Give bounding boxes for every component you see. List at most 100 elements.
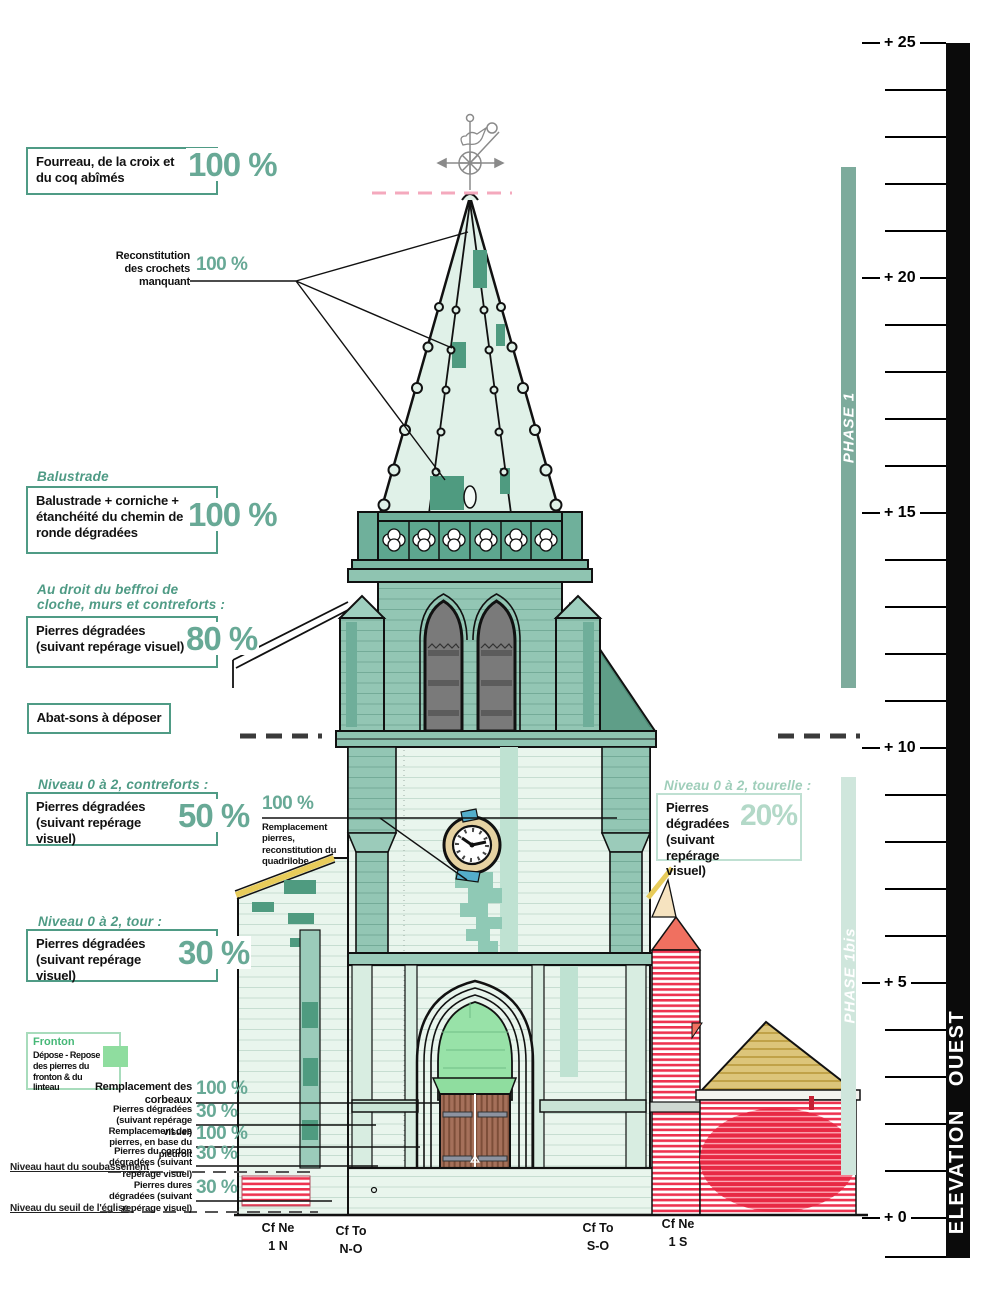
callout-beffroi-heading: Au droit du beffroi de cloche, murs et c… <box>37 582 226 612</box>
callout-fronton-text: Dépose - Repose des pierres du fronton &… <box>33 1050 101 1093</box>
spire-window <box>463 485 477 509</box>
quatrefoils <box>382 528 558 552</box>
callout-tourelle: Pierres dégradées (suivant repérage visu… <box>656 793 802 878</box>
footnote-pierres-dures-value: 30 % <box>196 1177 238 1198</box>
footnote-cordon-text: Pierres du cordon dégradées (suivant rep… <box>109 1146 192 1180</box>
tick-label-10: + 10 <box>880 739 920 757</box>
callout-beffroi-value: 80 % <box>184 620 260 657</box>
abat-sons-louvers <box>427 643 513 716</box>
spire-crockets <box>377 302 563 512</box>
callout-crochets-value: 100 % <box>196 254 248 275</box>
callout-balustrade-text: Balustrade + corniche + étanchéité du ch… <box>36 493 184 540</box>
footer-ref-no-line2: N-O <box>339 1242 363 1257</box>
footnote-piedroit-value: 100 % <box>196 1123 248 1144</box>
callout-balustrade-value: 100 % <box>186 496 279 533</box>
phase1bis-bar <box>841 777 856 1175</box>
flashing-yellow <box>234 855 336 898</box>
footnote-corbeaux-value: 100 % <box>196 1078 248 1099</box>
footnote-cordon-value: 30 % <box>196 1143 238 1164</box>
callout-fronton-heading: Fronton <box>33 1036 75 1048</box>
callout-quadrilobe-text: Remplacement pierres, reconstitution du … <box>262 822 337 868</box>
quadrilobe-patch-bottom <box>455 869 481 883</box>
footer-ref-no-line1: Cf To <box>335 1224 367 1238</box>
chapel-damage-blob <box>700 1108 856 1212</box>
callout-contreforts-value: 50 % <box>176 797 252 834</box>
phase1-bar <box>841 167 856 688</box>
footer-ref-1n: Cf Ne 1 N <box>256 1219 300 1255</box>
level-seuil: Niveau du seuil de l'église <box>10 1203 129 1214</box>
tick-dash <box>862 982 880 984</box>
stair-turret <box>646 866 703 1216</box>
footer-ref-so: Cf To S-O <box>576 1219 620 1255</box>
soubassement <box>308 1166 662 1217</box>
tick-label-25: + 25 <box>880 34 920 52</box>
footnote-corbeaux-text: Remplacement des corbeaux <box>94 1081 192 1107</box>
footer-ref-no: Cf To N-O <box>329 1222 373 1258</box>
scale-minor-ticks <box>885 42 946 1219</box>
belfry <box>337 581 603 733</box>
tick-dash <box>862 277 880 279</box>
footer-ref-1s: Cf Ne 1 S <box>656 1215 700 1251</box>
spire-damage-patches <box>430 250 510 510</box>
turret-wall <box>651 949 701 1216</box>
string-course <box>341 952 657 966</box>
tower-buttress-left <box>346 746 398 954</box>
clock <box>442 808 502 883</box>
damage-stripe <box>560 958 578 1077</box>
footer-ref-1n-line2: 1 N <box>268 1239 288 1254</box>
callout-tour-heading: Niveau 0 à 2, tour : <box>38 914 163 929</box>
turret-roof <box>650 915 702 951</box>
callout-crochets-text: Reconstitution des crochets manquant <box>115 250 190 289</box>
callout-tour: Pierres dégradées (suivant repérage visu… <box>26 929 218 983</box>
chapel-eave <box>695 1089 861 1101</box>
tick-dash <box>862 42 880 44</box>
balustrade <box>347 511 593 583</box>
tympanum <box>437 1001 513 1101</box>
scale-bottom-tick <box>885 1256 946 1258</box>
side-chapel <box>695 1020 861 1216</box>
door-handle <box>469 1154 481 1163</box>
tick-label-5: + 5 <box>880 974 911 992</box>
tick-line <box>919 42 946 44</box>
footer-ref-1s-line1: Cf Ne <box>661 1217 695 1231</box>
tick-line <box>919 747 946 749</box>
cordon-left <box>351 1099 419 1113</box>
scale-tick-25: + 25 <box>862 34 946 52</box>
tick-dash <box>862 747 880 749</box>
level-dashes <box>100 733 860 1213</box>
tower-buttress-right <box>600 746 652 954</box>
quadrilobe-patch-top <box>460 808 479 823</box>
footer-ref-1s-line2: 1 S <box>668 1235 688 1250</box>
scale-tick-0: + 0 <box>862 1209 946 1227</box>
leader-lines <box>190 231 617 1202</box>
tick-dash <box>862 1217 880 1219</box>
callout-balustrade: Balustrade + corniche + étanchéité du ch… <box>26 486 218 554</box>
callout-balustrade-heading: Balustrade <box>37 469 109 484</box>
tick-line <box>910 1217 946 1219</box>
footnote-pierres-dures-text: Pierres dures dégradées (suivant repérag… <box>109 1180 192 1214</box>
left-aisle <box>234 853 349 1216</box>
callout-tourelle-value: 20% <box>738 799 800 832</box>
tick-dash <box>862 512 880 514</box>
footer-ref-so-line1: Cf To <box>582 1221 614 1235</box>
footnote-piedroit-text: Remplacement des pierres, en base du pié… <box>108 1126 193 1160</box>
scale-tick-5: + 5 <box>862 974 946 992</box>
callout-abat-sons-text: Abat-sons à déposer <box>36 710 162 725</box>
spire <box>376 192 564 523</box>
tick-line <box>910 982 946 984</box>
tick-line <box>919 277 946 279</box>
belfry-buttress-right <box>553 594 603 732</box>
tick-label-15: + 15 <box>880 504 920 522</box>
footnote-pierres-degradees-value: 30 % <box>196 1101 238 1122</box>
level-soubassement: Niveau haut du soubassement <box>10 1162 150 1173</box>
callout-tourelle-text: Pierres dégradées (suivant repérage visu… <box>666 800 730 879</box>
cordon-right <box>539 1099 647 1113</box>
chapel-roof <box>697 1020 859 1093</box>
belfry-openings <box>419 593 521 733</box>
spire-tip <box>461 193 479 201</box>
footnote-pierres-degradees-text: Pierres dégradées (suivant repérage visu… <box>113 1104 192 1138</box>
callout-contreforts-heading: Niveau 0 à 2, contreforts : <box>38 777 209 792</box>
aisle-buttress <box>299 929 321 1169</box>
weathervane <box>436 113 505 190</box>
